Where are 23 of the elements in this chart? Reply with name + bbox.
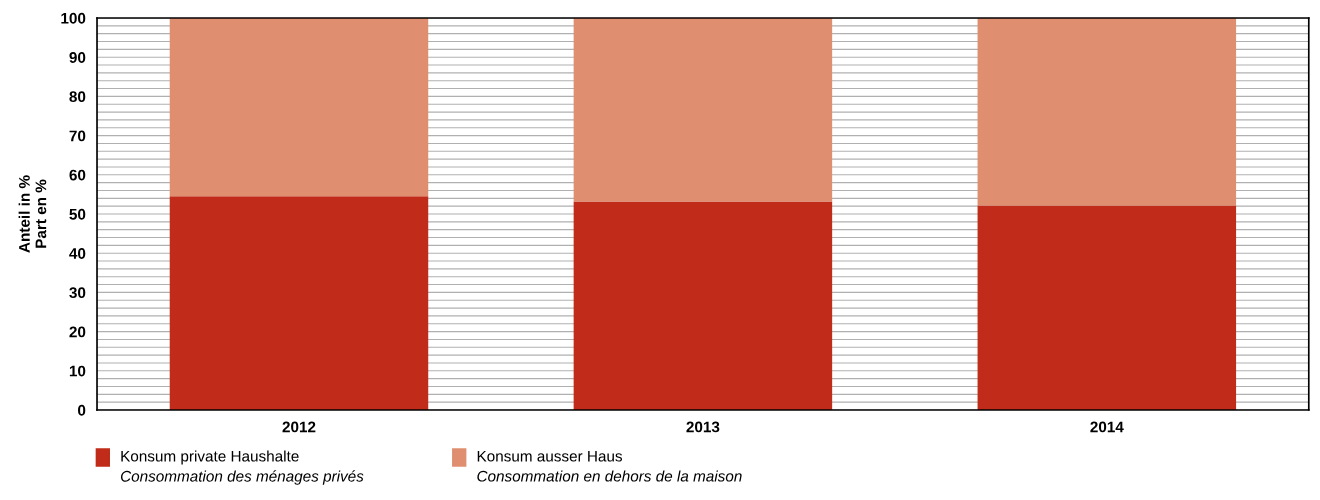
bar (977, 18, 1237, 206)
y-tick-label: 60 (69, 169, 86, 181)
y-tick-label: 10 (69, 365, 86, 377)
bar (169, 196, 429, 410)
y-tick-label: 100 (61, 12, 86, 24)
y-tick-label: 80 (69, 91, 86, 103)
x-tick-label: 2012 (282, 421, 316, 433)
y-tick-label: 40 (69, 248, 86, 259)
x-tick-label: 2014 (1090, 421, 1124, 433)
bar (573, 201, 833, 410)
bar (977, 205, 1237, 410)
y-axis-title: Anteil in % Part en % (18, 175, 47, 253)
legend-label: Konsum private Haushalte Consommation des ménages privés (120, 450, 364, 485)
y-tick-label: 0 (78, 404, 86, 416)
x-tick-label: 2013 (686, 421, 720, 433)
y-tick-label: 20 (69, 326, 86, 338)
y-tick-label: 30 (69, 287, 86, 299)
y-tick-label: 90 (69, 52, 86, 63)
legend-label: Konsum ausser Haus Consommation en dehors de la maison (477, 450, 742, 482)
y-tick-label: 70 (69, 130, 86, 142)
bar (169, 18, 429, 197)
bar (573, 18, 833, 202)
y-tick-label: 50 (69, 208, 86, 220)
